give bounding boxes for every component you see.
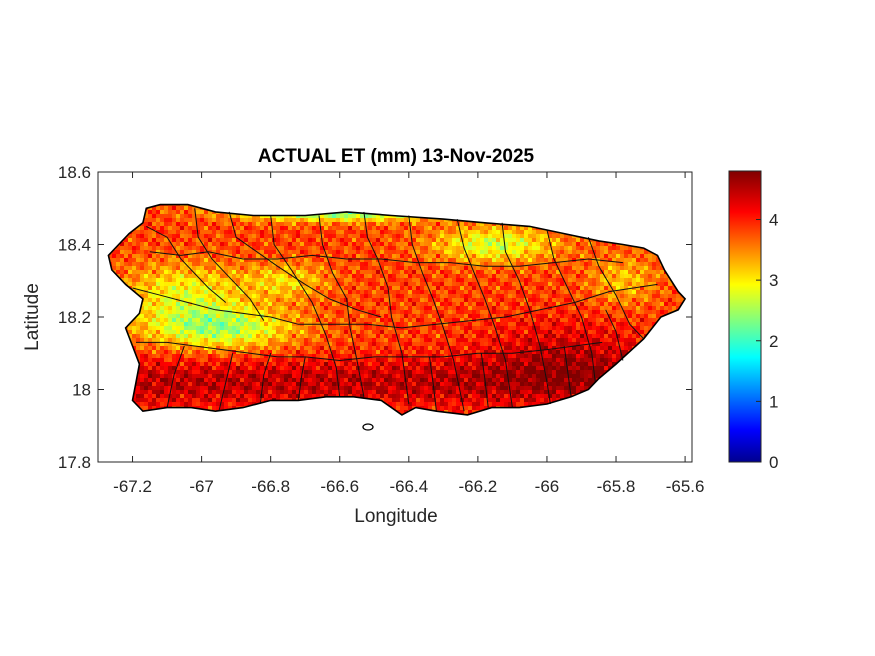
y-axis-ticks: 17.8 18 18.2 18.4 18.6	[58, 163, 692, 472]
municipal-boundary-line	[363, 211, 410, 405]
municipal-boundary-line	[480, 353, 489, 408]
x-tick-label: -66.8	[251, 477, 290, 496]
municipal-boundary-line	[228, 211, 382, 318]
municipal-boundary-line	[501, 222, 551, 405]
colorbar	[728, 170, 762, 463]
municipal-boundary-line	[605, 309, 624, 361]
x-tick-label: -66.4	[389, 477, 428, 496]
colorbar-tick-label: 0	[769, 453, 778, 472]
municipal-boundary-line	[408, 215, 465, 412]
municipal-boundary-line	[563, 345, 572, 397]
x-tick-label: -66	[535, 477, 560, 496]
municipal-boundary-line	[132, 283, 658, 329]
municipal-boundary-line	[194, 208, 265, 321]
municipal-boundary-line	[136, 341, 603, 362]
y-axis-label: Latitude	[22, 283, 43, 351]
municipal-boundary-line	[259, 353, 272, 405]
colorbar-tick-label: 4	[769, 211, 778, 230]
municipal-boundary-line	[149, 251, 623, 267]
y-tick-label: 18.6	[58, 163, 91, 182]
x-tick-label: -66.6	[320, 477, 359, 496]
island-outline	[107, 203, 687, 416]
chart-title: ACTUAL ET (mm) 13-Nov-2025	[258, 146, 535, 167]
colorbar-tick-label: 3	[769, 271, 778, 290]
x-axis-ticks: -67.2 -67 -66.8 -66.6 -66.4 -66.2 -66 -65.8 -65.…	[113, 172, 704, 496]
x-tick-label: -67	[189, 477, 214, 496]
colorbar-tick-label: 1	[769, 392, 778, 411]
x-tick-label: -66.2	[459, 477, 498, 496]
x-tick-label: -65.6	[666, 477, 705, 496]
municipal-boundary-line	[270, 215, 341, 397]
municipal-boundary-line	[318, 215, 365, 397]
municipal-boundary-line	[166, 345, 185, 408]
y-tick-label: 18.4	[58, 236, 91, 255]
x-tick-label: -65.8	[597, 477, 636, 496]
colorbar-tick-label: 2	[769, 332, 778, 351]
x-axis-label: Longitude	[354, 506, 437, 527]
y-tick-label: 17.8	[58, 453, 91, 472]
municipal-boundary-line	[218, 353, 234, 412]
islet-outline	[362, 423, 374, 431]
y-tick-label: 18.2	[58, 308, 91, 327]
x-tick-label: -67.2	[113, 477, 152, 496]
municipal-boundary-line	[587, 237, 645, 340]
colorbar-ticks: 0 1 2 3 4	[756, 211, 778, 472]
municipal-boundary-line	[429, 356, 437, 412]
municipal-boundary-line	[146, 225, 227, 303]
municipal-boundary-line	[456, 218, 513, 408]
y-tick-label: 18	[72, 381, 91, 400]
municipal-boundary-line	[297, 356, 306, 401]
municipal-boundaries	[132, 208, 658, 412]
